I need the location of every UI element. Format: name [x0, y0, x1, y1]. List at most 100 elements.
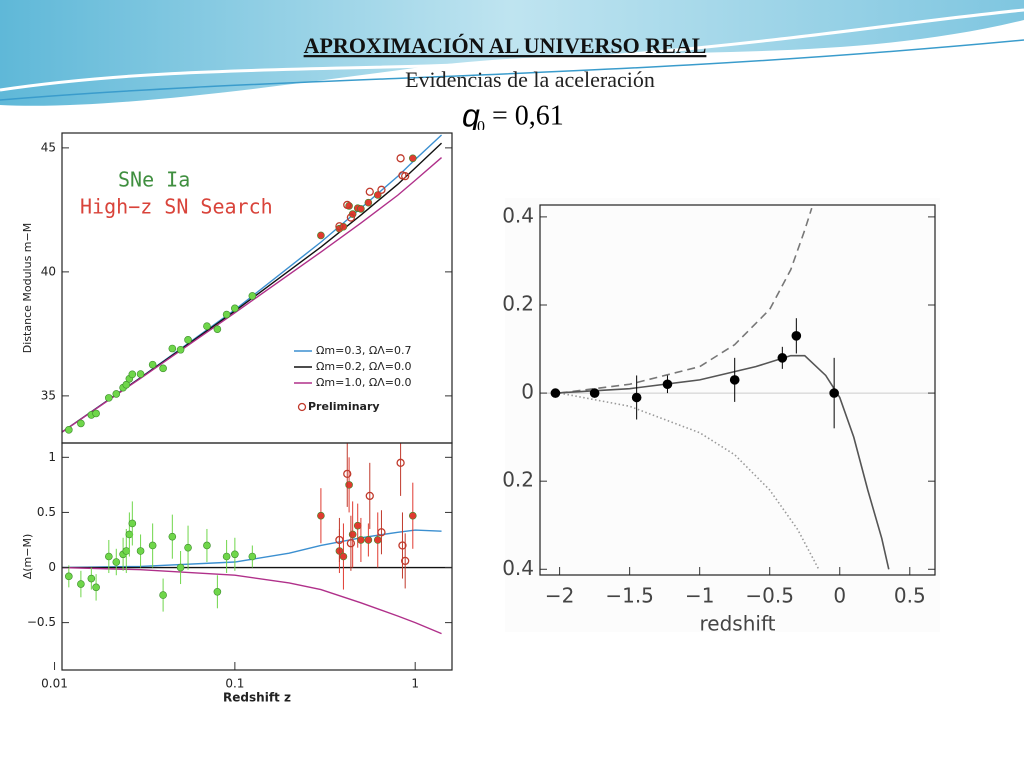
data-point — [222, 552, 231, 561]
x-tick-label: −1 — [685, 584, 714, 608]
x-axis-label: redshift — [700, 612, 776, 636]
formula-subscript: 0 — [477, 119, 485, 136]
model-curve — [559, 207, 813, 394]
data-point — [339, 552, 348, 561]
data-point — [128, 519, 137, 528]
data-point — [248, 552, 257, 561]
y-tick-label: 35 — [41, 388, 56, 402]
legend-label: Preliminary — [308, 400, 380, 413]
legend-swatch — [297, 402, 307, 412]
data-point — [128, 370, 137, 379]
data-point — [409, 511, 417, 520]
data-point — [213, 587, 222, 596]
data-point — [353, 521, 362, 530]
legend-label: Ωm=1.0, ΩΛ=0.0 — [316, 376, 411, 389]
formula-symbol: q — [462, 97, 480, 133]
header-wave — [0, 0, 1024, 106]
data-point — [317, 231, 325, 240]
data-point — [112, 390, 121, 398]
y-axis-label: Δ(m−M) — [21, 534, 34, 580]
data-point — [357, 536, 365, 544]
data-point — [203, 541, 211, 550]
data-point — [148, 541, 157, 550]
data-point — [409, 154, 417, 163]
data-point — [136, 547, 145, 555]
data-point — [122, 380, 131, 389]
slide-title: APROXIMACIÓN AL UNIVERSO REAL — [304, 33, 707, 58]
data-point — [65, 572, 73, 581]
data-point — [401, 556, 410, 566]
data-point — [92, 409, 100, 418]
data-point — [105, 552, 113, 561]
data-point — [168, 344, 177, 353]
plot-area — [540, 207, 935, 570]
data-point — [317, 511, 325, 520]
x-tick-label: 1 — [411, 677, 419, 691]
data-point — [112, 558, 121, 566]
header-wave-line — [0, 8, 1024, 92]
data-point — [168, 532, 177, 541]
data-point — [365, 491, 374, 501]
data-point — [248, 292, 257, 300]
data-point — [231, 550, 239, 559]
y-tick-label: 1 — [48, 450, 56, 464]
data-point — [396, 154, 405, 163]
data-point — [377, 528, 386, 537]
data-point — [348, 530, 357, 539]
data-point — [365, 187, 374, 196]
data-point — [791, 331, 802, 341]
data-point — [345, 481, 353, 489]
data-point — [231, 304, 239, 313]
y-tick-label: 45 — [41, 140, 56, 154]
legend-label: Ωm=0.2, ΩΛ=0.0 — [316, 360, 411, 373]
y-tick-label: 0.4 — [502, 203, 534, 227]
data-point — [550, 388, 561, 398]
data-point — [148, 360, 157, 369]
x-tick-label: 0.5 — [894, 584, 926, 608]
data-point — [343, 200, 352, 210]
data-point — [777, 353, 788, 363]
data-point — [65, 426, 73, 434]
data-point — [662, 379, 673, 390]
data-point — [77, 580, 85, 588]
data-point — [222, 310, 231, 319]
data-point — [377, 185, 386, 194]
data-point — [159, 364, 167, 373]
y-axis-label: Distance Modulus m−M — [21, 223, 34, 353]
data-point — [77, 419, 85, 428]
x-tick-label: 0.01 — [41, 677, 68, 691]
x-tick-label: −0.5 — [745, 584, 794, 608]
data-point — [829, 388, 839, 398]
plot-area — [62, 134, 443, 434]
data-point — [176, 563, 185, 572]
data-point — [335, 222, 344, 231]
data-point — [159, 591, 167, 599]
x-tick-label: 0.1 — [225, 677, 244, 691]
y-tick-label: 0.2 — [502, 468, 534, 492]
model-curve — [62, 157, 443, 433]
annotation: High−z SN Search — [80, 195, 273, 219]
data-point — [396, 458, 405, 467]
data-point — [589, 388, 600, 398]
y-tick-label: 0 — [521, 380, 534, 404]
plot-frame — [61, 442, 453, 671]
y-tick-label: 0.4 — [502, 556, 534, 580]
data-point — [364, 536, 373, 544]
plot-frame — [539, 204, 936, 576]
model-curve — [62, 529, 442, 569]
y-tick-label: 40 — [41, 264, 56, 278]
data-point — [184, 336, 192, 344]
y-tick-label: −0.5 — [27, 615, 56, 629]
data-point — [631, 392, 642, 403]
x-tick-label: −1.5 — [605, 584, 654, 608]
data-point — [125, 530, 134, 539]
legend-label: Ωm=0.3, ΩΛ=0.7 — [316, 344, 411, 357]
plot-area — [62, 443, 452, 635]
header-wave-line — [0, 39, 1024, 101]
model-curve — [555, 354, 890, 570]
data-point — [136, 370, 145, 378]
data-point — [105, 394, 113, 402]
formula-value: = 0,61 — [492, 100, 564, 131]
